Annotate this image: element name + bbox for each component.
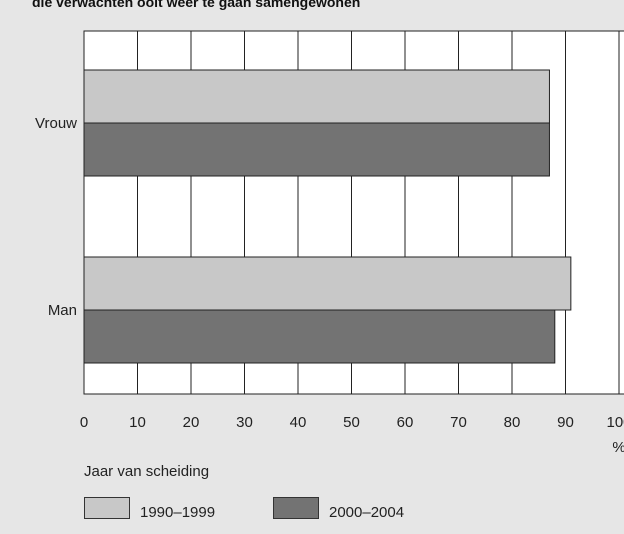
- x-tick-label-70: 70: [450, 414, 467, 431]
- x-tick-label-80: 80: [504, 414, 521, 431]
- x-tick-label-40: 40: [290, 414, 307, 431]
- legend-title: Jaar van scheiding: [84, 463, 209, 480]
- legend-swatch-1990-1999: [84, 497, 130, 519]
- x-tick-label-20: 20: [183, 414, 200, 431]
- y-axis-labels: Vrouw Man: [35, 115, 77, 319]
- x-tick-label-30: 30: [236, 414, 253, 431]
- x-tick-label-0: 0: [80, 414, 88, 431]
- y-category-label-man: Man: [48, 302, 77, 319]
- bar-vrouw-2000–2004: [84, 123, 549, 176]
- x-axis-unit: %: [612, 439, 624, 456]
- legend-item-1990-1999: 1990–1999: [84, 495, 215, 521]
- legend-swatch-2000-2004: [273, 497, 319, 519]
- bar-man-2000–2004: [84, 310, 555, 363]
- x-tick-label-50: 50: [343, 414, 360, 431]
- x-axis-labels: 0 10 20 30 40 50 60 70 80 90 100: [80, 414, 624, 431]
- x-tick-label-100: 100: [606, 414, 624, 431]
- legend-label-1990-1999: 1990–1999: [140, 504, 215, 521]
- y-category-label-vrouw: Vrouw: [35, 115, 77, 132]
- legend-item-2000-2004: 2000–2004: [273, 495, 404, 521]
- x-tick-label-10: 10: [129, 414, 146, 431]
- legend-label-2000-2004: 2000–2004: [329, 504, 404, 521]
- bar-vrouw-1990–1999: [84, 70, 549, 123]
- x-tick-label-60: 60: [397, 414, 414, 431]
- bar-man-1990–1999: [84, 257, 571, 310]
- x-tick-label-90: 90: [557, 414, 574, 431]
